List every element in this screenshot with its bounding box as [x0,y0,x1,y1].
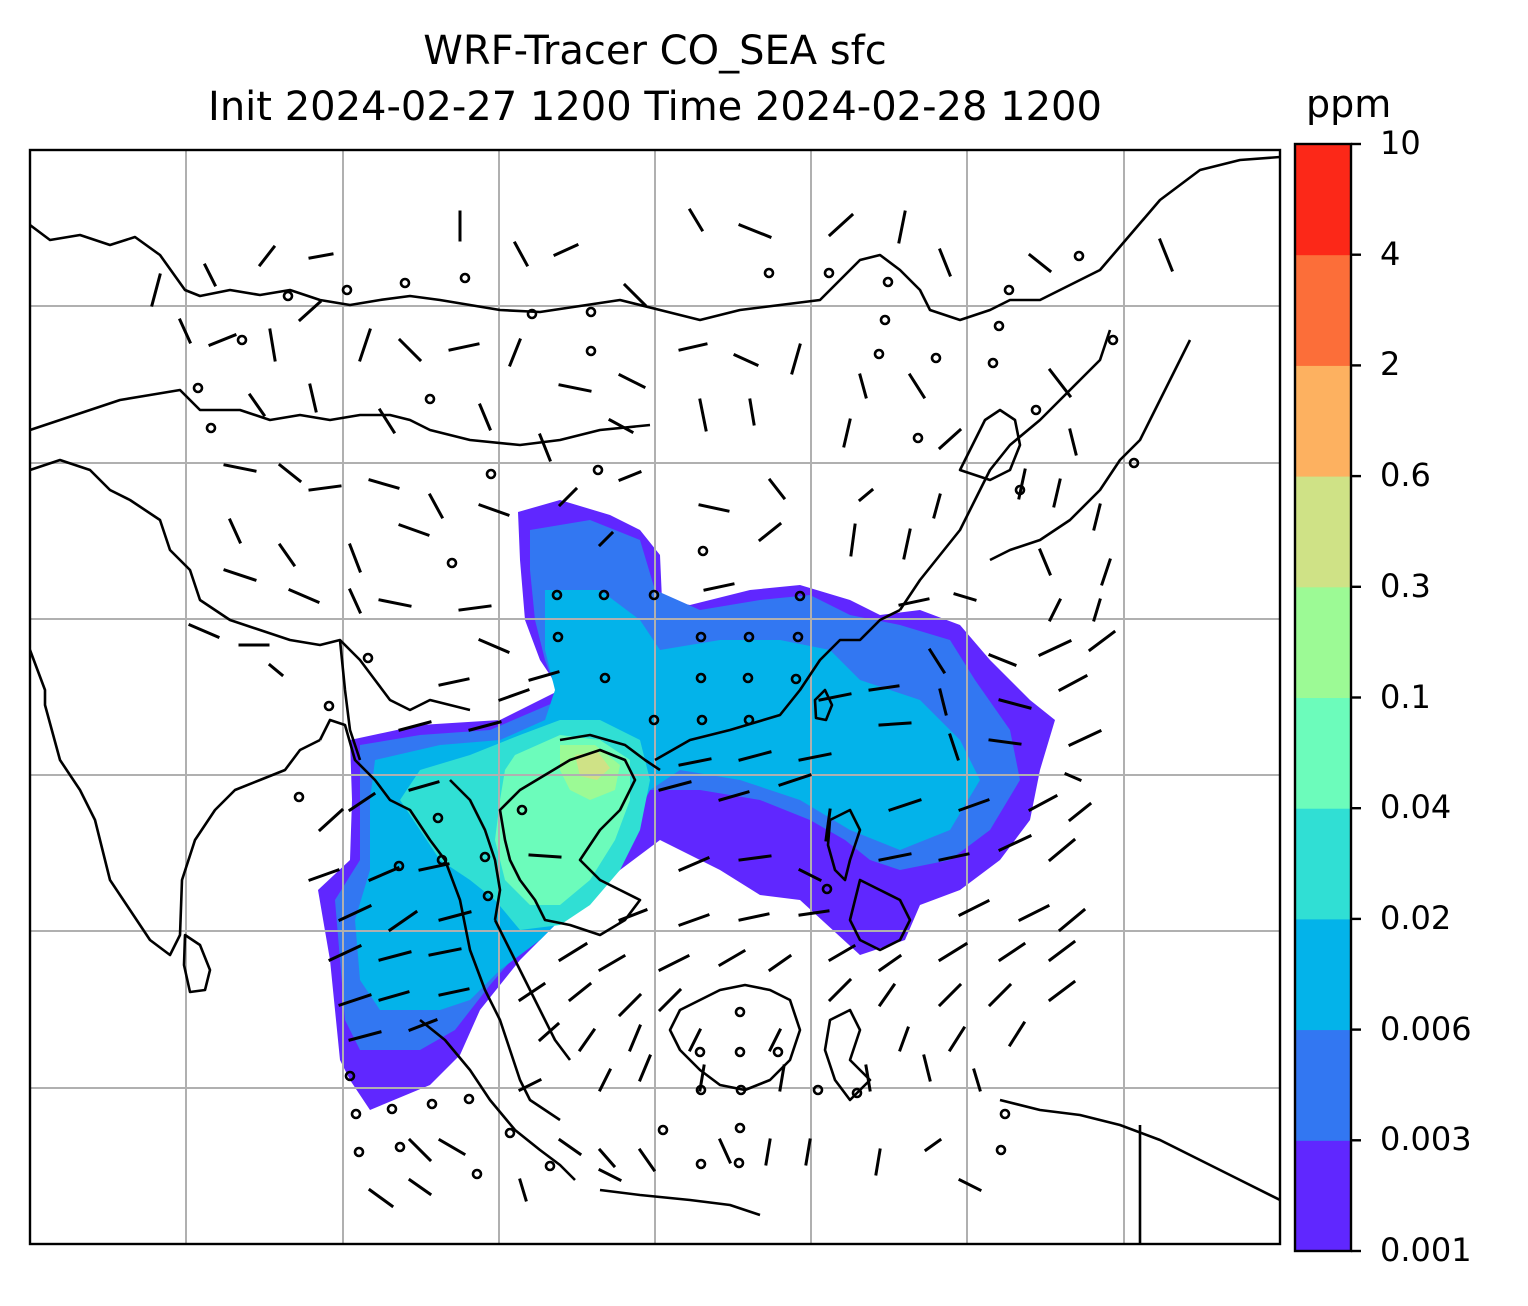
indochina-coast [498,748,642,937]
south-asia-border [30,458,471,712]
vietnam-laos [559,733,661,772]
colorbar-band [1295,476,1351,588]
malay-peninsula [493,919,572,1061]
himalaya [30,388,651,447]
plot-title-line2: Init 2024-02-27 1200 Time 2024-02-28 120… [208,84,1102,130]
colorbar-band [1295,586,1351,698]
plot-title-line1: WRF-Tracer CO_SEA sfc [423,28,887,74]
south-china-coast [654,608,901,762]
colorbar-tick-label: 0.006 [1380,1009,1472,1048]
colorbar-tick-label: 0.001 [1380,1231,1472,1269]
colorbar-unit-label: ppm [1306,82,1392,126]
colorbar-tick-label: 0.6 [1380,456,1431,495]
colorbar-band [1295,918,1351,1031]
colorbar-tick-label: 0.003 [1380,1120,1472,1159]
wind-barbs [150,207,1174,1209]
myanmar-border [338,639,362,761]
colorbar-band [1295,1140,1351,1252]
korea [958,408,1022,482]
colorbar-tick-label: 0.02 [1380,898,1452,937]
tracer-level-0.3 [575,752,610,780]
philippines-luzon [826,808,862,882]
colorbar-band [1295,254,1351,366]
india-coast [30,649,321,957]
china-north-border [30,155,1280,322]
colorbar-tick-label: 2 [1380,345,1401,384]
colorbar-band [1295,1029,1351,1141]
sri-lanka [182,933,212,994]
java [599,1188,761,1217]
colorbar-tick-label: 10 [1380,124,1421,162]
sulawesi [823,1008,872,1102]
borneo [668,983,802,1092]
colorbar-tick-label: 0.3 [1380,566,1431,605]
colorbar-tick-label: 4 [1380,234,1401,273]
colorbar-band [1295,144,1351,256]
map-frame [28,148,1282,1246]
colorbar-band [1295,365,1351,477]
east-china-coast [898,329,1112,611]
thailand-border [449,779,502,921]
sumatra [419,1018,576,1181]
calm-markers [192,250,1140,1180]
colorbar-tick-label: 0.04 [1380,788,1452,827]
taiwan [813,688,834,722]
japan [989,339,1192,562]
tracer-field [318,500,1055,1110]
gridlines [30,150,1280,1244]
philippines-south [848,878,912,952]
colorbar-tick-label: 0.1 [1380,677,1431,716]
colorbar-band [1295,808,1351,920]
colorbar-band [1295,697,1351,809]
